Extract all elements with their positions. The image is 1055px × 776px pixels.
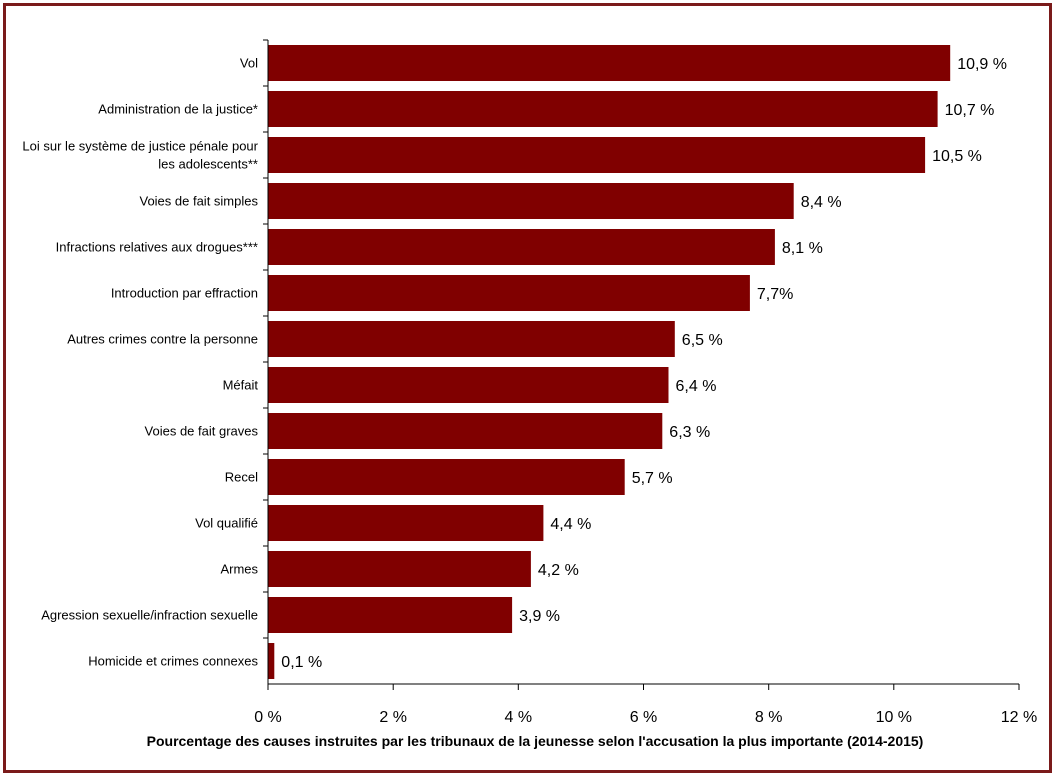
category-label-4: Infractions relatives aux drogues*** xyxy=(56,240,258,255)
category-label-1: Administration de la justice* xyxy=(98,102,258,117)
category-label-line: Armes xyxy=(220,562,258,577)
bar-1 xyxy=(268,91,938,127)
category-label-line: Homicide et crimes connexes xyxy=(88,654,258,669)
x-tick-label-1: 2 % xyxy=(379,709,407,726)
value-label-11: 4,2 % xyxy=(538,562,579,579)
x-tick-label-6: 12 % xyxy=(1001,709,1037,726)
chart-frame xyxy=(3,3,1052,773)
bar-13 xyxy=(268,643,275,679)
bar-5 xyxy=(268,275,750,311)
value-label-3: 8,4 % xyxy=(801,194,842,211)
value-label-4: 8,1 % xyxy=(782,240,823,257)
value-label-7: 6,4 % xyxy=(676,378,717,395)
category-label-8: Voies de fait graves xyxy=(145,424,259,439)
bar-0 xyxy=(268,45,951,81)
value-label-5: 7,7% xyxy=(757,286,793,303)
bars-group xyxy=(268,45,951,679)
x-tick-label-4: 8 % xyxy=(755,709,783,726)
category-label-line: Agression sexuelle/infraction sexuelle xyxy=(41,608,258,623)
x-tick-label-2: 4 % xyxy=(505,709,533,726)
category-label-line: Autres crimes contre la personne xyxy=(67,332,258,347)
category-label-11: Armes xyxy=(220,562,258,577)
x-axis-title: Pourcentage des causes instruites par le… xyxy=(147,733,924,749)
x-axis: 0 % 2 % 4 % 6 % 8 % 10 % 12 % xyxy=(254,39,1037,726)
category-label-13: Homicide et crimes connexes xyxy=(88,654,258,669)
category-label-line: Introduction par effraction xyxy=(111,286,258,301)
value-label-2: 10,5 % xyxy=(932,148,982,165)
value-label-9: 5,7 % xyxy=(632,470,673,487)
bar-3 xyxy=(268,183,794,219)
value-label-8: 6,3 % xyxy=(669,424,710,441)
x-tick-label-5: 10 % xyxy=(876,709,912,726)
category-label-line: Recel xyxy=(225,470,258,485)
category-label-line: Vol xyxy=(240,56,258,71)
category-label-line: Vol qualifié xyxy=(195,516,258,531)
category-label-2: Loi sur le système de justice pénale pou… xyxy=(22,139,258,172)
bar-12 xyxy=(268,597,513,633)
category-label-line: les adolescents** xyxy=(158,157,258,172)
x-tick-label-3: 6 % xyxy=(630,709,658,726)
x-tick-label-0: 0 % xyxy=(254,709,282,726)
bar-6 xyxy=(268,321,675,357)
category-label-5: Introduction par effraction xyxy=(111,286,258,301)
value-label-6: 6,5 % xyxy=(682,332,723,349)
value-label-10: 4,4 % xyxy=(550,516,591,533)
category-label-line: Voies de fait graves xyxy=(145,424,259,439)
category-label-10: Vol qualifié xyxy=(195,516,258,531)
value-label-12: 3,9 % xyxy=(519,608,560,625)
bar-9 xyxy=(268,459,625,495)
bar-8 xyxy=(268,413,663,449)
bar-7 xyxy=(268,367,669,403)
value-labels: 10,9 % 10,7 % 10,5 % 8,4 % 8,1 % 7,7% 6,5 % 6,4… xyxy=(281,56,1007,671)
category-label-line: Méfait xyxy=(223,378,259,393)
category-label-12: Agression sexuelle/infraction sexuelle xyxy=(41,608,258,623)
value-label-0: 10,9 % xyxy=(957,56,1007,73)
bar-2 xyxy=(268,137,926,173)
category-label-7: Méfait xyxy=(223,378,259,393)
category-label-line: Infractions relatives aux drogues*** xyxy=(56,240,258,255)
category-label-6: Autres crimes contre la personne xyxy=(67,332,258,347)
category-label-line: Administration de la justice* xyxy=(98,102,258,117)
bar-4 xyxy=(268,229,775,265)
value-label-1: 10,7 % xyxy=(945,102,995,119)
category-label-line: Loi sur le système de justice pénale pou… xyxy=(22,139,258,154)
bar-10 xyxy=(268,505,544,541)
category-label-3: Voies de fait simples xyxy=(139,194,258,209)
category-label-line: Voies de fait simples xyxy=(139,194,258,209)
bar-11 xyxy=(268,551,531,587)
value-label-13: 0,1 % xyxy=(281,654,322,671)
category-label-9: Recel xyxy=(225,470,258,485)
category-label-0: Vol xyxy=(240,56,258,71)
category-labels: Vol Administration de la justice* Loi sur … xyxy=(22,56,258,669)
